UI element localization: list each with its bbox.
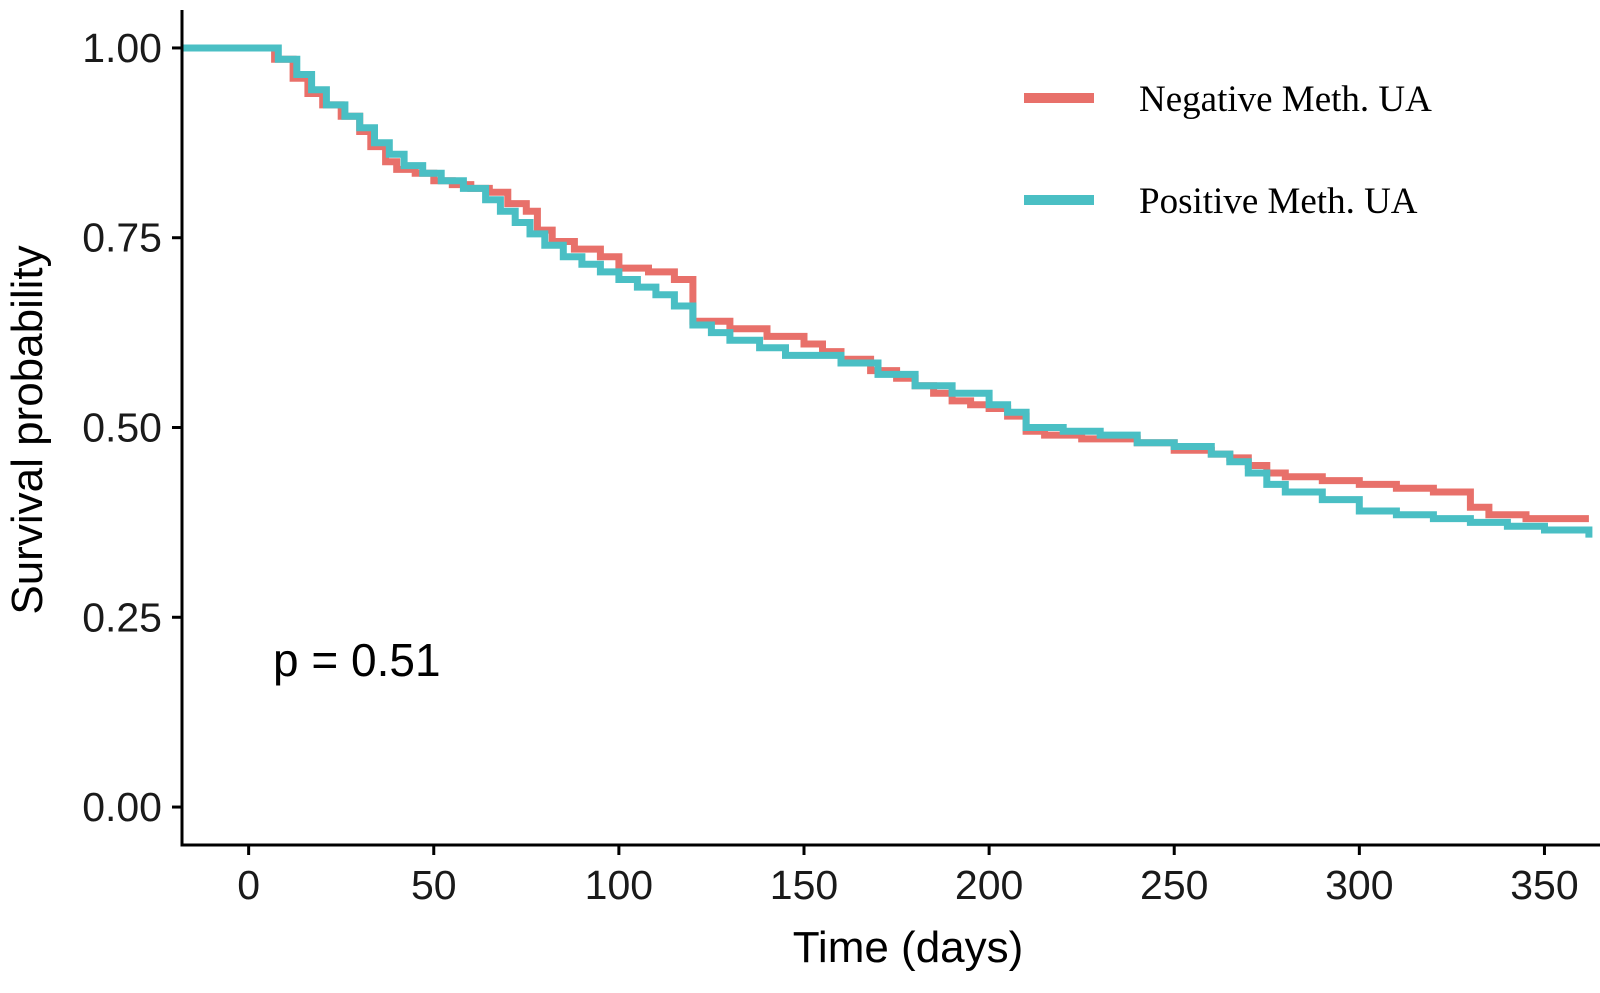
survival-curve-negative xyxy=(182,44,1589,523)
y-tick-label: 0.25 xyxy=(82,594,162,640)
y-axis-title: Survival probability xyxy=(3,245,52,614)
x-axis-title: Time (days) xyxy=(793,923,1024,972)
y-axis-ticks: 0.00 0.25 0.50 0.75 1.00 xyxy=(82,25,182,830)
x-axis-ticks: 0 50 100 150 200 250 300 350 xyxy=(237,845,1579,908)
y-tick-label: 0.50 xyxy=(82,405,162,451)
x-tick-label: 350 xyxy=(1510,862,1578,908)
x-tick-label: 250 xyxy=(1140,862,1208,908)
y-tick-label: 0.75 xyxy=(82,215,162,261)
y-tick-label: 1.00 xyxy=(82,25,162,71)
x-tick-label: 50 xyxy=(411,862,457,908)
survival-curve-positive xyxy=(182,44,1593,538)
x-tick-label: 200 xyxy=(955,862,1023,908)
x-tick-label: 100 xyxy=(585,862,653,908)
p-value-annotation: p = 0.51 xyxy=(273,634,441,686)
x-tick-label: 300 xyxy=(1325,862,1393,908)
plot-area xyxy=(182,44,1593,538)
y-tick-label: 0.00 xyxy=(82,784,162,830)
legend-label-positive: Positive Meth. UA xyxy=(1139,181,1418,222)
legend-label-negative: Negative Meth. UA xyxy=(1139,79,1432,120)
x-tick-label: 150 xyxy=(770,862,838,908)
legend: Negative Meth. UA Positive Meth. UA xyxy=(1024,79,1432,222)
x-tick-label: 0 xyxy=(237,862,260,908)
